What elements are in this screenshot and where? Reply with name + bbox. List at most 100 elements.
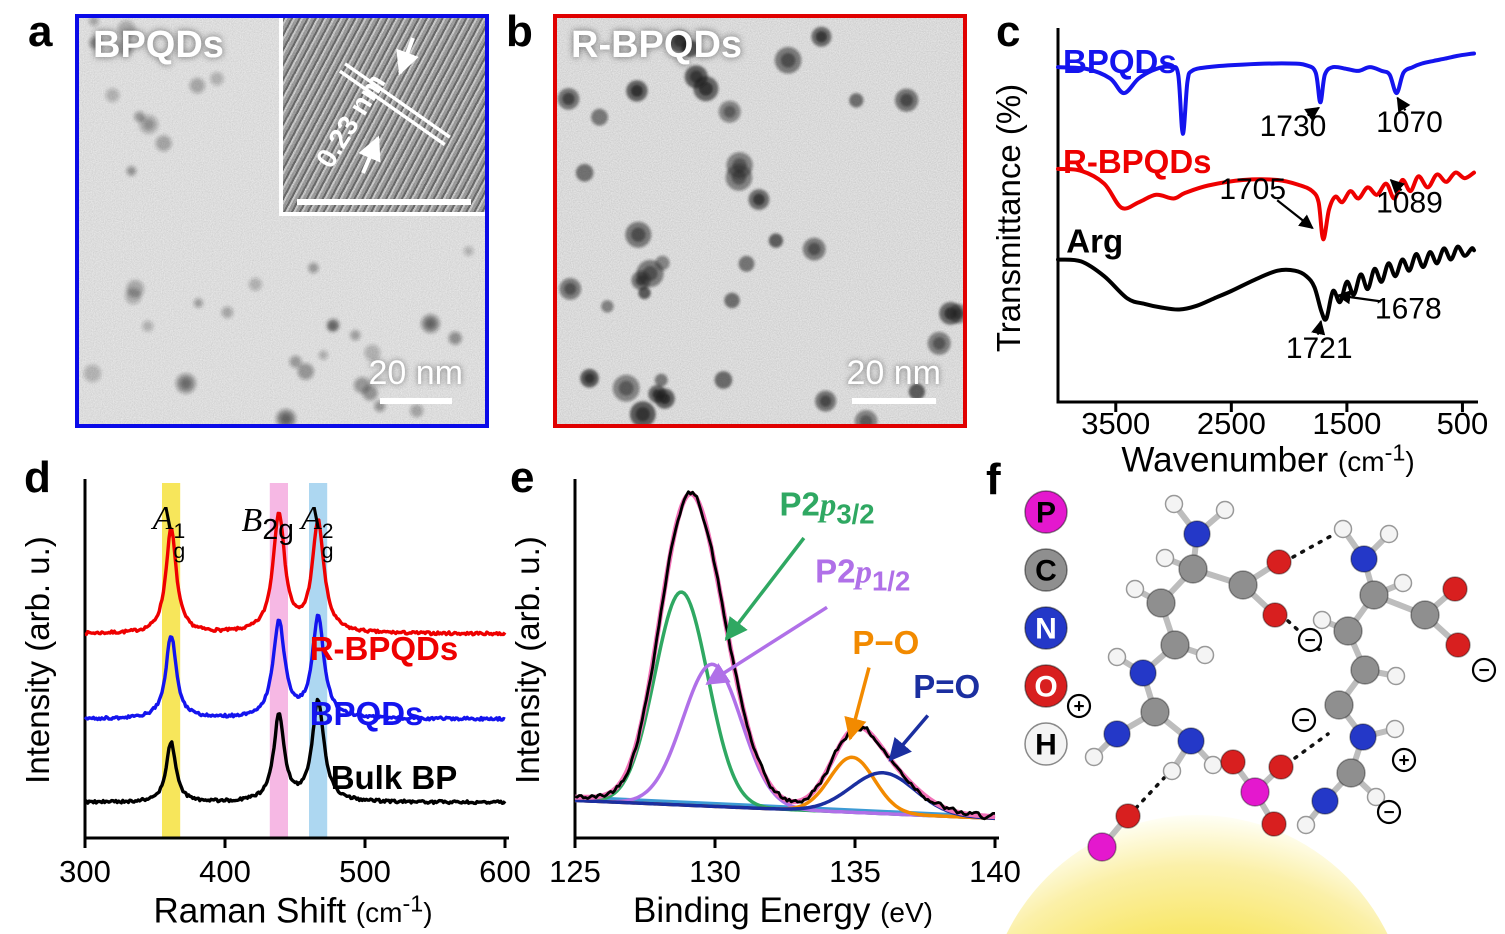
nanoparticle-dot [297,363,314,380]
atom-H [1203,755,1223,775]
tick-label: 500 [339,854,391,889]
hydrogen-bond [1134,776,1166,810]
atom-H [1385,719,1405,739]
atom-O [1220,749,1246,775]
charge-minus: − [1471,657,1497,683]
legend-symbol-C: C [1035,555,1057,588]
nanoparticle-dot [768,233,783,248]
xps-axes: 125 130 135 140 [549,479,1021,889]
atom-C [1146,588,1176,618]
nanoparticle-dot [575,164,594,182]
atom-C [1140,697,1170,727]
lattice-spacing-lines [338,62,451,146]
nanoparticle-dot [638,286,651,300]
nanoparticle-dot [117,20,136,39]
nanoparticle-dot [89,36,102,49]
xps-y-axis-title: Intensity (arb. u.) [509,536,546,784]
atom-N [1183,520,1211,548]
ftir-chart: Transmittance (%) 3500 2500 1500 500 BPQDs R-… [990,10,1505,480]
nanoparticle-dot [88,18,99,26]
xps-label-arrow-2 [844,667,871,741]
atom-N [1103,720,1131,748]
nanoparticle-dot [908,383,925,400]
atom-O [1266,549,1292,575]
charge-minus: − [1297,627,1323,653]
ftir-curve-R-BPQDs [1056,166,1476,242]
panel-letter-b: b [506,7,533,56]
tick-label: 1500 [1312,406,1381,441]
nanoparticle-dot [849,93,864,108]
atom-C [1359,580,1389,610]
ftir-annotation-arrow [1311,319,1326,336]
nanoparticle-dot [463,246,474,256]
atom-P [1240,777,1270,807]
scale-bar-b-line [851,398,936,404]
charge-minus: − [1376,799,1402,825]
tem-label-r-bpqds: R-BPQDs [571,24,743,66]
nanoparticle-dot [308,262,319,274]
hrtem-inset: 0.23 nm [279,18,485,216]
ftir-annotation-arrow [1396,96,1411,113]
nanoparticle-dot [115,38,134,57]
atom-N [1129,659,1157,687]
raman-series-label-R-BPQDs: R-BPQDs [309,630,459,668]
scale-bar-a: 20 nm [369,356,463,404]
spacing-arrow-bottom [358,135,381,174]
ftir-annotation-1678: 1678 [1375,292,1442,325]
hrtem-inset-texture [283,18,485,212]
ftir-y-axis-title: Transmittance (%) [990,83,1027,353]
xps-label-0: P2p3/2 [779,485,875,530]
atom-C [1350,655,1380,685]
ftir-annotation-1089: 1089 [1376,186,1443,219]
ftir-series-label-BPQDs: BPQDs [1063,43,1177,80]
lattice-fringes [283,18,485,212]
nanoparticle-dot [410,404,424,418]
ftir-annotation-arrow [1336,290,1381,305]
atom-H [1195,645,1215,665]
atom-C [1333,616,1363,646]
nanoparticle-dot [350,330,361,341]
hydrogen-bond [1293,732,1330,760]
xps-envelope [574,491,996,820]
nanoparticle-dot [448,331,462,345]
panel-letter-e: e [510,453,535,502]
atom-H [1084,747,1104,767]
nanoparticle-dot [193,298,203,308]
legend-symbol-H: H [1035,729,1057,762]
xps-x-axis-title: Binding Energy (eV) [632,891,933,930]
nanoparticle-dot [126,166,137,176]
xps-label-arrow-3 [888,714,930,762]
legend-item-H: H [1024,722,1068,766]
ftir-annotation-1730: 1730 [1260,110,1327,143]
xps-label-1: P2p1/2 [815,553,911,597]
raman-x-axis-title: Raman Shift (cm-1) [153,891,433,931]
tem-image-r-bpqds: R-BPQDs 20 nm [553,14,967,428]
nanoparticle-dot [189,78,205,94]
nanoparticle-dot [105,88,120,102]
atom-H [1125,579,1145,599]
atom-H [1379,524,1399,544]
panel-letter-d: d [24,453,51,502]
charge-plus: + [1066,693,1092,719]
tick-label: 125 [549,854,601,889]
scale-bar-b-label: 20 nm [846,354,942,393]
legend-item-C: C [1024,548,1068,592]
hydrogen-bond [1291,534,1333,559]
nanoparticle-dot [155,135,172,152]
nanoparticle-dot [655,255,670,271]
inset-scale-bar-line [297,199,471,205]
legend-item-P: P [1024,490,1068,534]
nanoparticle-dot [591,108,608,126]
atom-H [1312,610,1332,630]
raman-curve-BPQDs [83,613,506,722]
xps-label-3: P=O [913,668,981,706]
tick-label: 140 [969,854,1021,889]
xps-label-arrow-1 [705,605,828,686]
atom-C [1160,630,1190,660]
atom-C [1178,554,1208,584]
legend-item-O: O [1024,664,1068,708]
atom-O [1445,632,1471,658]
tem-b-canvas [557,18,963,424]
